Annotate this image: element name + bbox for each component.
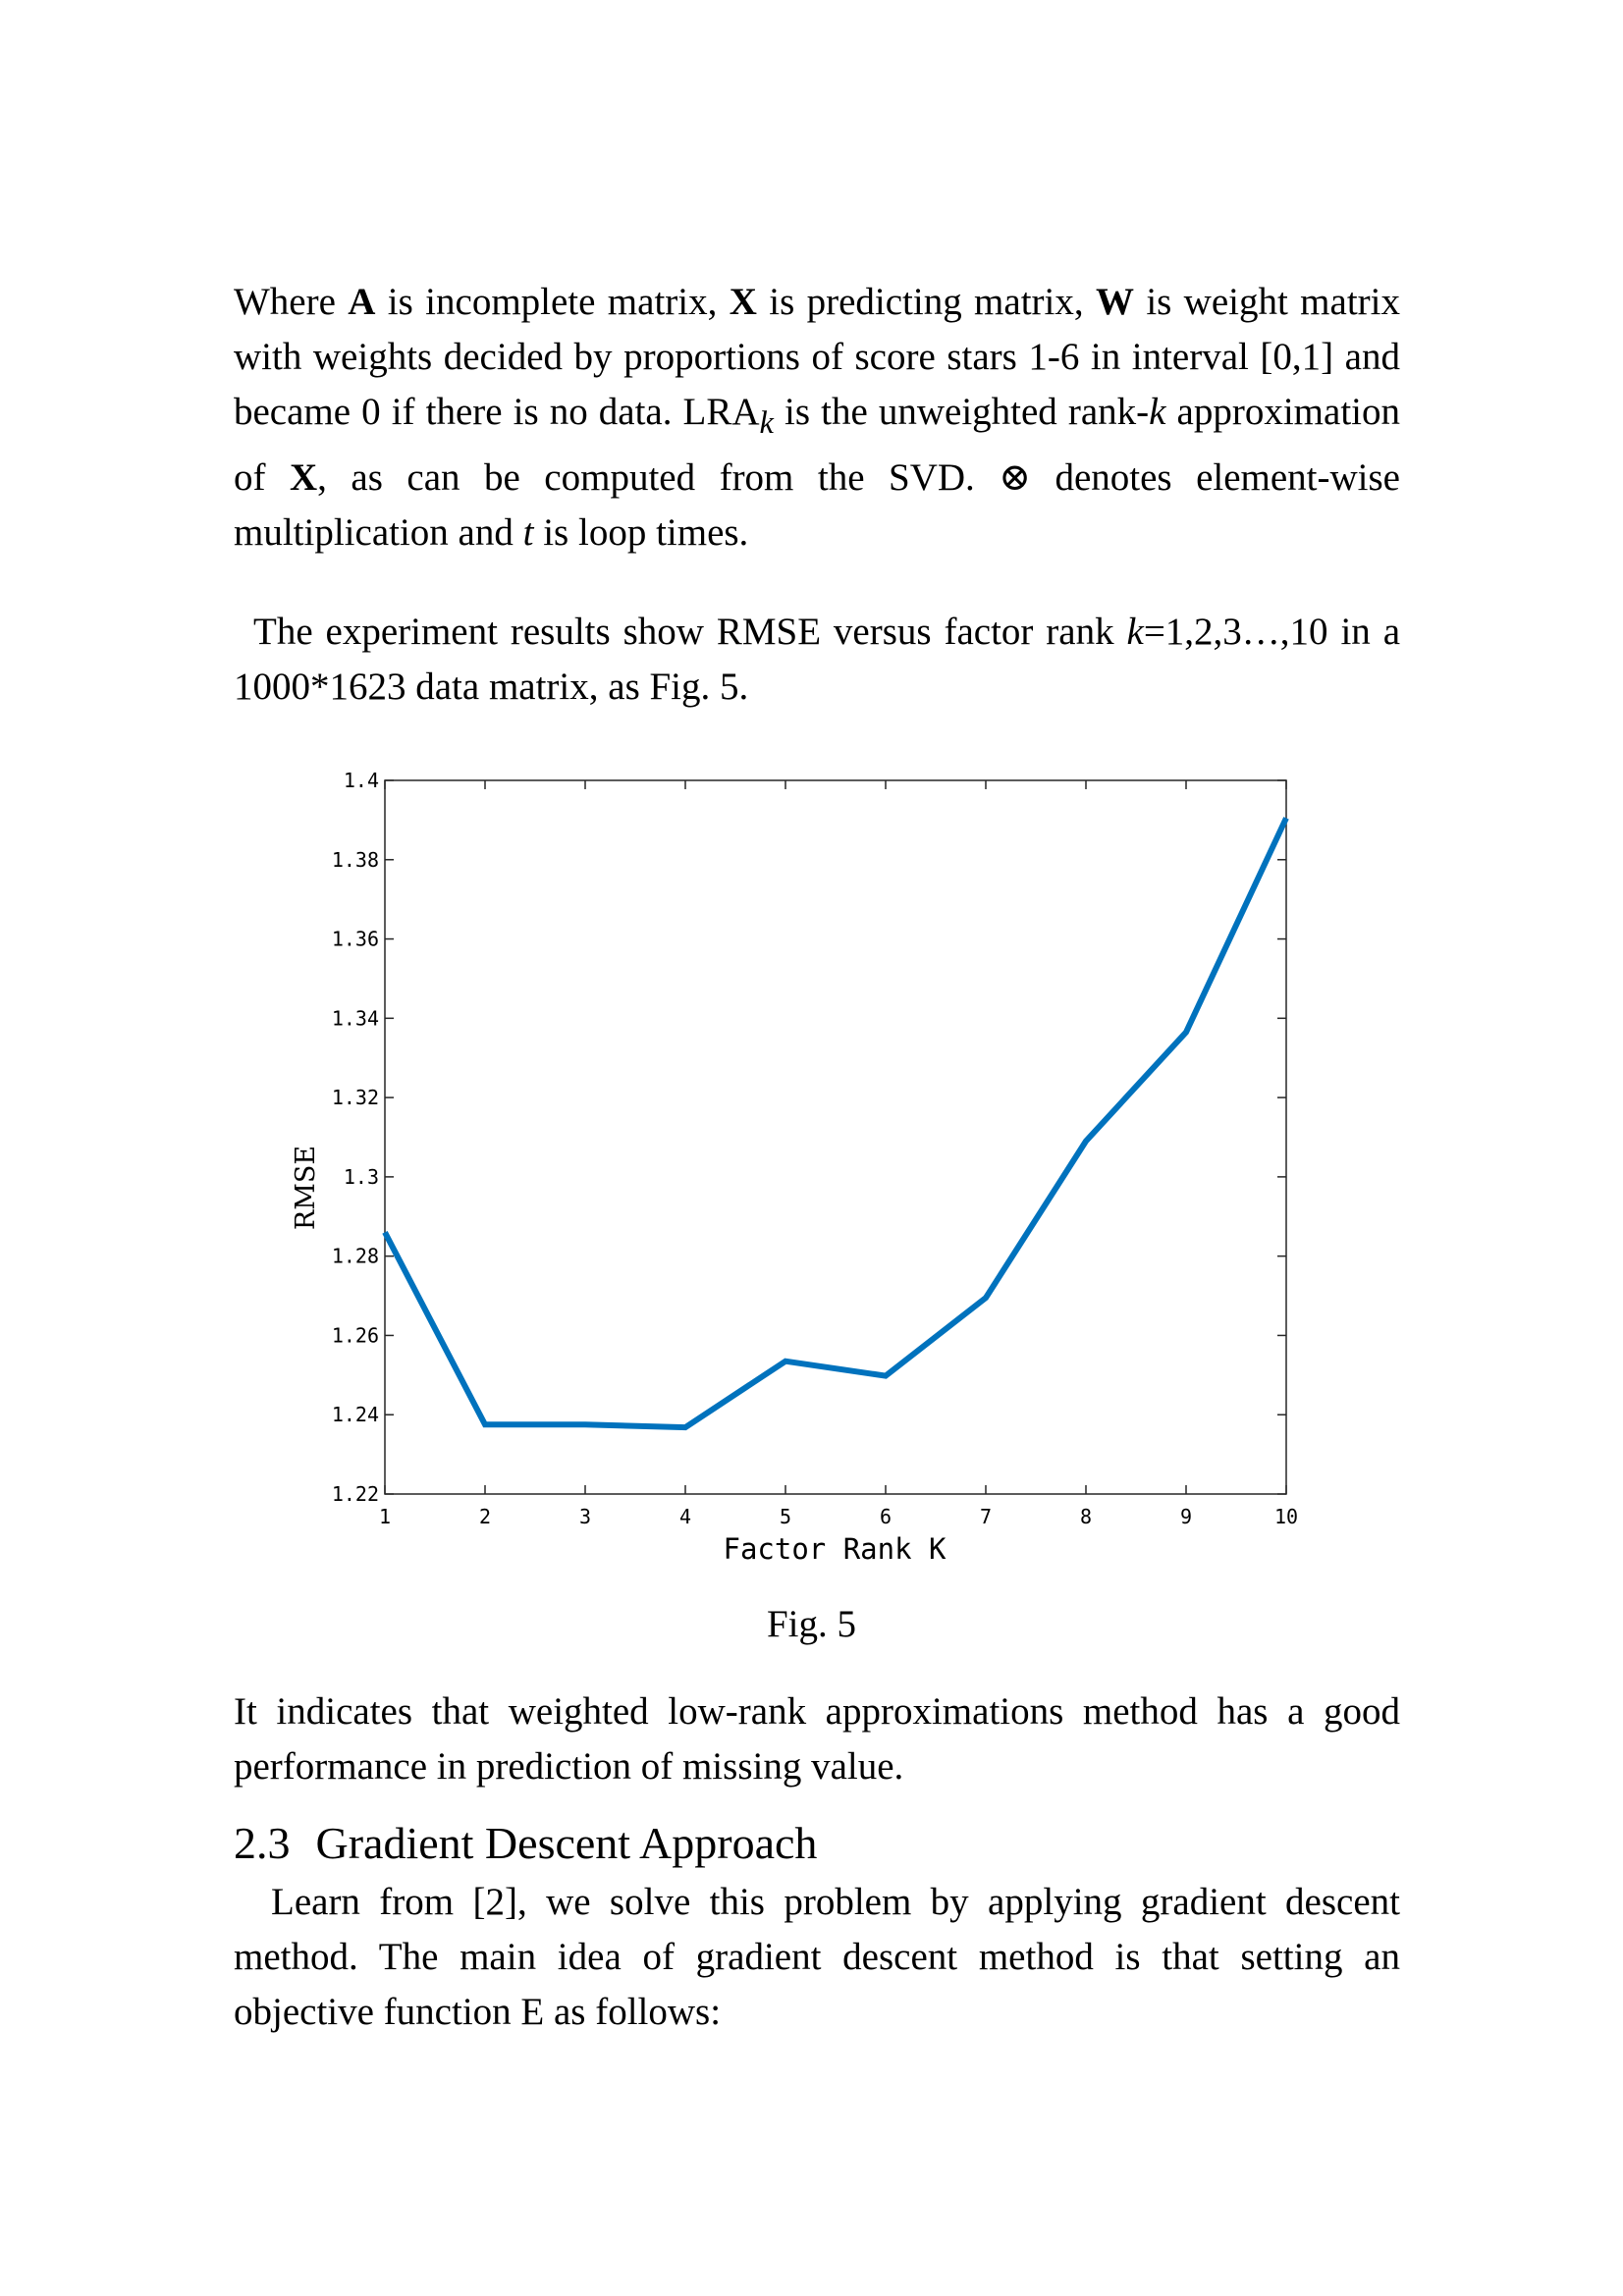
- paragraph-gradient-descent: Learn from [2], we solve this problem by…: [234, 1881, 1400, 2033]
- symbol-A: A: [348, 281, 376, 323]
- tick-labels: 1 2 3 4 5 6 7 8 9 10 1.22 1.24 1.26 1.28 1.3 1.32 1.34 1.…: [332, 769, 1298, 1528]
- y-axis-label: RMSE: [291, 1146, 321, 1230]
- y-tick-label: 1.32: [332, 1086, 379, 1109]
- x-tick-label: 9: [1180, 1505, 1192, 1528]
- x-tick-label: 8: [1080, 1505, 1092, 1528]
- subscript-k: k: [759, 404, 774, 441]
- x-tick-label: 7: [980, 1505, 992, 1528]
- section-heading: 2.3 Gradient Descent Approach: [234, 1814, 817, 1873]
- figure-caption: Fig. 5: [766, 1603, 857, 1645]
- y-tick-label: 1.28: [332, 1245, 379, 1268]
- ticks: [384, 779, 1287, 1495]
- y-tick-label: 1.4: [344, 769, 379, 792]
- paragraph-conclusion: It indicates that weighted low-rank appr…: [234, 1690, 1400, 1788]
- y-tick-label: 1.3: [344, 1165, 379, 1189]
- symbol-X-2: X: [289, 455, 318, 499]
- axes: [384, 779, 1287, 1495]
- symbol-X: X: [729, 281, 757, 323]
- symbol-k-rank: k: [1126, 611, 1144, 653]
- x-tick-label: 4: [679, 1505, 691, 1528]
- y-tick-label: 1.22: [332, 1482, 379, 1506]
- x-tick-label: 5: [780, 1505, 791, 1528]
- x-tick-label: 10: [1274, 1505, 1298, 1528]
- x-tick-label: 3: [579, 1505, 591, 1528]
- section-title: Gradient Descent Approach: [315, 1818, 818, 1868]
- x-tick-label: 2: [479, 1505, 491, 1528]
- paragraph-experiment-results: The experiment results show RMSE versus …: [234, 611, 1400, 708]
- paragraph-matrix-definitions: Where A is incomplete matrix, X is predi…: [234, 281, 1401, 554]
- symbol-k: k: [1149, 391, 1166, 433]
- rmse-series-line: [382, 817, 1289, 1431]
- y-tick-label: 1.38: [332, 848, 379, 872]
- symbol-W: W: [1095, 281, 1134, 323]
- y-tick-label: 1.36: [332, 928, 379, 951]
- y-tick-label: 1.24: [332, 1403, 379, 1426]
- rmse-line-chart: 1 2 3 4 5 6 7 8 9 10 1.22 1.24 1.26 1.28 1.3 1.32 1.34 1.…: [291, 769, 1298, 1566]
- symbol-t: t: [522, 510, 534, 554]
- x-tick-label: 6: [880, 1505, 892, 1528]
- x-tick-label: 1: [379, 1505, 391, 1528]
- section-number: 2.3: [234, 1818, 291, 1868]
- series: [382, 817, 1289, 1431]
- x-axis-label: Factor Rank K: [724, 1532, 947, 1566]
- y-tick-label: 1.26: [332, 1323, 379, 1347]
- y-tick-label: 1.34: [332, 1006, 379, 1030]
- plot-frame: [384, 779, 1287, 1495]
